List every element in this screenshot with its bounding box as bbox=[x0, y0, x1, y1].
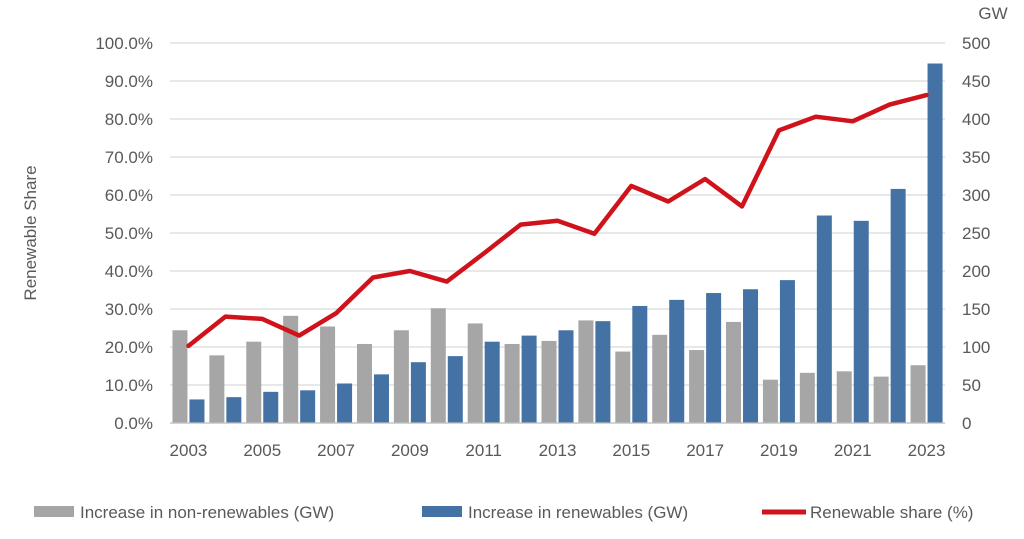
bar-non-renewables bbox=[209, 355, 225, 423]
bar-renewables bbox=[558, 330, 574, 423]
x-tick-label: 2003 bbox=[170, 441, 208, 460]
bar-non-renewables bbox=[246, 341, 262, 423]
y-right-tick-label: 0 bbox=[962, 414, 971, 433]
bar-renewables bbox=[779, 280, 795, 423]
x-tick-label: 2011 bbox=[465, 441, 502, 460]
bar-non-renewables bbox=[393, 330, 409, 423]
y-right-tick-label: 100 bbox=[962, 338, 990, 357]
axes: 0.0% 10.0% 20.0% 30.0% 40.0% 50.0% 60.0% 70.0% 8… bbox=[21, 4, 1008, 460]
bar-renewables bbox=[521, 335, 537, 423]
y-left-tick-label: 10.0% bbox=[105, 376, 153, 395]
bar-non-renewables bbox=[910, 365, 926, 423]
bar-renewables bbox=[373, 374, 389, 423]
bar-renewables bbox=[669, 299, 685, 423]
bar-renewables bbox=[484, 341, 500, 423]
bar-non-renewables bbox=[615, 351, 631, 423]
share-line-layer bbox=[186, 92, 929, 349]
bar-renewables bbox=[189, 399, 205, 423]
y-left-tick-label: 70.0% bbox=[105, 148, 153, 167]
y-right-tick-label: 350 bbox=[962, 148, 990, 167]
renewable-share-line bbox=[186, 92, 929, 349]
bar-non-renewables bbox=[541, 340, 557, 423]
y-left-tick-label: 80.0% bbox=[105, 110, 153, 129]
bar-non-renewables bbox=[689, 350, 705, 423]
legend-label-renewables: Increase in renewables (GW) bbox=[468, 503, 688, 522]
bar-non-renewables bbox=[578, 320, 594, 423]
bar-renewables bbox=[632, 305, 648, 423]
legend: Increase in non-renewables (GW) Increase … bbox=[34, 503, 973, 522]
bar-renewables bbox=[595, 321, 611, 423]
legend-swatch-renewables bbox=[422, 506, 462, 517]
x-tick-label: 2007 bbox=[317, 441, 355, 460]
bar-non-renewables bbox=[873, 376, 889, 423]
y-left-tick-label: 40.0% bbox=[105, 262, 153, 281]
bar-renewables bbox=[927, 63, 943, 424]
bar-non-renewables bbox=[762, 379, 778, 423]
y-right-tick-label: 250 bbox=[962, 224, 990, 243]
x-tick-label: 2019 bbox=[760, 441, 798, 460]
y-right-tick-label: 400 bbox=[962, 110, 990, 129]
x-tick-label: 2005 bbox=[243, 441, 281, 460]
bar-non-renewables bbox=[504, 343, 520, 423]
bar-non-renewables bbox=[283, 315, 299, 423]
x-tick-label: 2021 bbox=[834, 441, 872, 460]
bar-renewables bbox=[337, 383, 353, 423]
y-left-tick-label: 0.0% bbox=[114, 414, 153, 433]
bar-non-renewables bbox=[320, 326, 336, 423]
x-tick-label: 2009 bbox=[391, 441, 429, 460]
bar-renewables bbox=[300, 390, 316, 423]
legend-swatch-non-renewables bbox=[34, 506, 74, 517]
bar-renewables bbox=[706, 293, 722, 423]
bar-renewables bbox=[410, 362, 426, 423]
bar-non-renewables bbox=[726, 321, 742, 423]
y-left-tick-label: 60.0% bbox=[105, 186, 153, 205]
y-left-tick-label: 90.0% bbox=[105, 72, 153, 91]
y-left-tick-label: 50.0% bbox=[105, 224, 153, 243]
y-left-tick-label: 20.0% bbox=[105, 338, 153, 357]
bar-non-renewables bbox=[356, 343, 372, 423]
y-right-axis-title: GW bbox=[978, 4, 1007, 23]
legend-label-non-renewables: Increase in non-renewables (GW) bbox=[80, 503, 334, 522]
x-tick-label: 2015 bbox=[612, 441, 650, 460]
bar-non-renewables bbox=[652, 334, 668, 423]
bar-renewables bbox=[816, 215, 832, 423]
bar-non-renewables bbox=[799, 372, 815, 423]
gridlines bbox=[170, 42, 945, 424]
x-tick-label: 2023 bbox=[908, 441, 946, 460]
bar-renewables bbox=[226, 397, 242, 423]
x-tick-label: 2017 bbox=[686, 441, 724, 460]
bar-renewables bbox=[853, 220, 869, 423]
bar-renewables bbox=[890, 188, 906, 423]
y-left-tick-label: 30.0% bbox=[105, 300, 153, 319]
bar-renewables bbox=[743, 289, 759, 423]
bar-non-renewables bbox=[836, 371, 852, 423]
y-left-axis-title: Renewable Share bbox=[21, 165, 40, 300]
y-left-tick-label: 100.0% bbox=[95, 34, 153, 53]
y-right-tick-label: 150 bbox=[962, 300, 990, 319]
y-right-tick-label: 50 bbox=[962, 376, 981, 395]
y-right-tick-label: 300 bbox=[962, 186, 990, 205]
y-right-tick-label: 500 bbox=[962, 34, 990, 53]
bar-renewables bbox=[447, 356, 463, 423]
y-right-tick-label: 450 bbox=[962, 72, 990, 91]
bar-non-renewables bbox=[430, 308, 446, 423]
bar-non-renewables bbox=[467, 323, 483, 423]
x-tick-label: 2013 bbox=[539, 441, 577, 460]
legend-label-share: Renewable share (%) bbox=[810, 503, 973, 522]
y-right-tick-label: 200 bbox=[962, 262, 990, 281]
bars bbox=[172, 63, 943, 424]
bar-renewables bbox=[263, 391, 279, 423]
bar-non-renewables bbox=[172, 330, 188, 423]
